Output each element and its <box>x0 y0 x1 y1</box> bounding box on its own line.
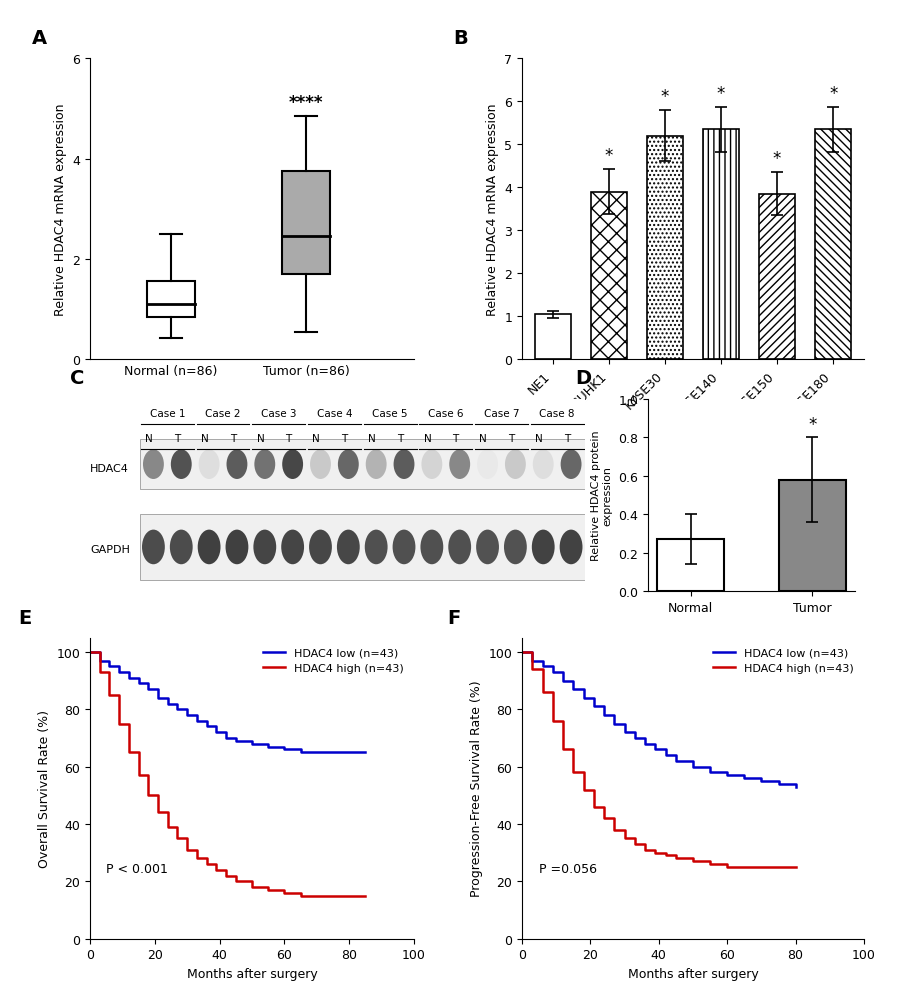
Text: Case 8: Case 8 <box>539 409 575 419</box>
X-axis label: Months after surgery: Months after surgery <box>627 967 759 980</box>
Bar <box>778 480 846 592</box>
Text: N: N <box>146 434 153 444</box>
Y-axis label: Progression-Free Survival Rate (%): Progression-Free Survival Rate (%) <box>470 680 482 896</box>
Text: T: T <box>397 434 403 444</box>
Text: HDAC4: HDAC4 <box>90 463 129 473</box>
Ellipse shape <box>281 530 304 565</box>
Text: N: N <box>312 434 320 444</box>
Text: F: F <box>446 608 460 627</box>
Text: Case 5: Case 5 <box>373 409 408 419</box>
Text: P < 0.001: P < 0.001 <box>106 863 168 876</box>
Text: T: T <box>453 434 459 444</box>
Text: T: T <box>285 434 292 444</box>
Ellipse shape <box>560 530 582 565</box>
Ellipse shape <box>309 530 332 565</box>
Legend: HDAC4 low (n=43), HDAC4 high (n=43): HDAC4 low (n=43), HDAC4 high (n=43) <box>258 644 409 678</box>
Ellipse shape <box>142 530 165 565</box>
FancyBboxPatch shape <box>148 282 194 317</box>
Ellipse shape <box>255 450 275 479</box>
Bar <box>140 440 585 490</box>
Ellipse shape <box>477 450 498 479</box>
Y-axis label: Overall Survival Rate (%): Overall Survival Rate (%) <box>38 709 50 868</box>
Text: *: * <box>716 85 725 103</box>
Text: T: T <box>563 434 570 444</box>
Bar <box>657 539 724 592</box>
Text: T: T <box>508 434 514 444</box>
Bar <box>647 136 683 360</box>
Ellipse shape <box>561 450 581 479</box>
Ellipse shape <box>533 450 554 479</box>
Bar <box>140 515 585 580</box>
Text: T: T <box>341 434 347 444</box>
Text: A: A <box>32 30 47 48</box>
Bar <box>759 194 796 360</box>
Ellipse shape <box>393 450 415 479</box>
Y-axis label: Relative HDAC4 protein
expression: Relative HDAC4 protein expression <box>591 430 613 561</box>
Y-axis label: Relative HDAC4 mRNA expression: Relative HDAC4 mRNA expression <box>54 104 67 316</box>
Text: *: * <box>773 150 781 168</box>
X-axis label: Months after surgery: Months after surgery <box>186 967 318 980</box>
Ellipse shape <box>365 450 387 479</box>
Text: E: E <box>19 608 32 627</box>
Text: B: B <box>454 30 468 48</box>
Text: Case 2: Case 2 <box>205 409 241 419</box>
Bar <box>590 192 627 360</box>
Ellipse shape <box>170 530 193 565</box>
Text: N: N <box>536 434 543 444</box>
Ellipse shape <box>226 530 248 565</box>
Ellipse shape <box>448 530 471 565</box>
Text: C: C <box>70 369 85 387</box>
Bar <box>703 130 739 360</box>
Ellipse shape <box>337 530 360 565</box>
Text: Case 3: Case 3 <box>261 409 296 419</box>
Text: Case 4: Case 4 <box>317 409 352 419</box>
Text: GAPDH: GAPDH <box>90 544 130 554</box>
FancyBboxPatch shape <box>283 172 329 275</box>
Text: T: T <box>230 434 236 444</box>
Ellipse shape <box>198 530 220 565</box>
Text: N: N <box>256 434 265 444</box>
Text: N: N <box>201 434 209 444</box>
Bar <box>814 130 851 360</box>
Text: ****: **** <box>289 94 323 111</box>
Ellipse shape <box>532 530 554 565</box>
Text: *: * <box>829 85 837 103</box>
Ellipse shape <box>505 450 526 479</box>
Bar <box>535 315 572 360</box>
Y-axis label: Relative HDAC4 mRNA expression: Relative HDAC4 mRNA expression <box>486 104 499 316</box>
Text: N: N <box>368 434 376 444</box>
Ellipse shape <box>449 450 470 479</box>
Ellipse shape <box>338 450 359 479</box>
Text: Case 6: Case 6 <box>428 409 464 419</box>
Ellipse shape <box>392 530 416 565</box>
Text: T: T <box>174 434 180 444</box>
Ellipse shape <box>283 450 303 479</box>
Text: N: N <box>480 434 487 444</box>
Ellipse shape <box>143 450 164 479</box>
Text: *: * <box>808 416 816 434</box>
Ellipse shape <box>310 450 331 479</box>
Ellipse shape <box>476 530 499 565</box>
Text: D: D <box>576 369 591 387</box>
Text: Case 1: Case 1 <box>149 409 185 419</box>
Text: *: * <box>605 147 613 165</box>
Ellipse shape <box>504 530 526 565</box>
Text: Case 7: Case 7 <box>483 409 519 419</box>
Text: *: * <box>661 88 670 106</box>
Ellipse shape <box>364 530 388 565</box>
Ellipse shape <box>227 450 248 479</box>
Ellipse shape <box>171 450 192 479</box>
Ellipse shape <box>254 530 276 565</box>
Text: N: N <box>424 434 432 444</box>
Ellipse shape <box>421 450 442 479</box>
Ellipse shape <box>420 530 444 565</box>
Text: P =0.056: P =0.056 <box>539 863 597 876</box>
Ellipse shape <box>199 450 220 479</box>
Legend: HDAC4 low (n=43), HDAC4 high (n=43): HDAC4 low (n=43), HDAC4 high (n=43) <box>708 644 859 678</box>
